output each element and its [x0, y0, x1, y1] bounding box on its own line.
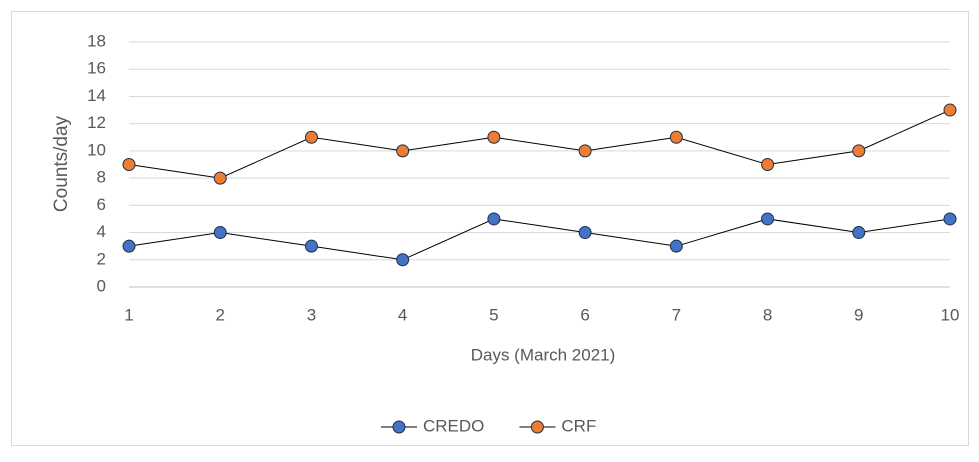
- x-tick-label: 6: [580, 305, 589, 324]
- x-tick-label: 2: [215, 305, 224, 324]
- data-point: [304, 239, 318, 253]
- y-tick-label: 6: [97, 195, 106, 214]
- legend-label: CRF: [561, 416, 596, 435]
- data-point: [122, 239, 136, 253]
- y-tick-label: 12: [87, 113, 106, 132]
- data-point: [943, 103, 957, 117]
- data-point: [213, 171, 227, 185]
- data-point: [761, 212, 775, 226]
- y-tick-label: 8: [97, 168, 106, 187]
- data-point: [943, 212, 957, 226]
- x-tick-label: 1: [124, 305, 133, 324]
- data-point: [487, 212, 501, 226]
- data-point: [669, 130, 683, 144]
- x-tick-label: 4: [398, 305, 407, 324]
- x-tick-label: 10: [941, 305, 960, 324]
- legend-marker: [392, 420, 406, 434]
- chart-border: [11, 11, 969, 446]
- series-line: [128, 218, 951, 261]
- x-tick-label: 3: [307, 305, 316, 324]
- y-tick-label: 16: [87, 59, 106, 78]
- x-tick-label: 9: [854, 305, 863, 324]
- x-tick-label: 7: [672, 305, 681, 324]
- data-point: [578, 144, 592, 158]
- x-axis-label: Days (March 2021): [471, 345, 616, 364]
- data-point: [396, 144, 410, 158]
- data-point: [761, 158, 775, 171]
- series-line: [128, 109, 951, 179]
- data-point: [578, 226, 592, 240]
- legend-label: CREDO: [423, 416, 484, 435]
- data-point: [669, 239, 683, 253]
- y-axis-label: Counts/day: [51, 115, 72, 212]
- data-point: [304, 130, 318, 144]
- y-tick-label: 18: [87, 31, 106, 50]
- data-point: [487, 130, 501, 144]
- y-tick-label: 14: [87, 86, 106, 105]
- x-tick-label: 5: [489, 305, 498, 324]
- data-point: [852, 226, 866, 240]
- y-tick-label: 4: [97, 222, 106, 241]
- data-point: [852, 144, 866, 158]
- legend-marker: [530, 420, 544, 434]
- y-tick-label: 10: [87, 140, 106, 159]
- y-tick-label: 2: [97, 249, 106, 268]
- data-point: [122, 158, 136, 171]
- x-tick-label: 8: [763, 305, 772, 324]
- data-point: [396, 253, 410, 267]
- data-point: [213, 226, 227, 240]
- y-tick-label: 0: [97, 276, 106, 295]
